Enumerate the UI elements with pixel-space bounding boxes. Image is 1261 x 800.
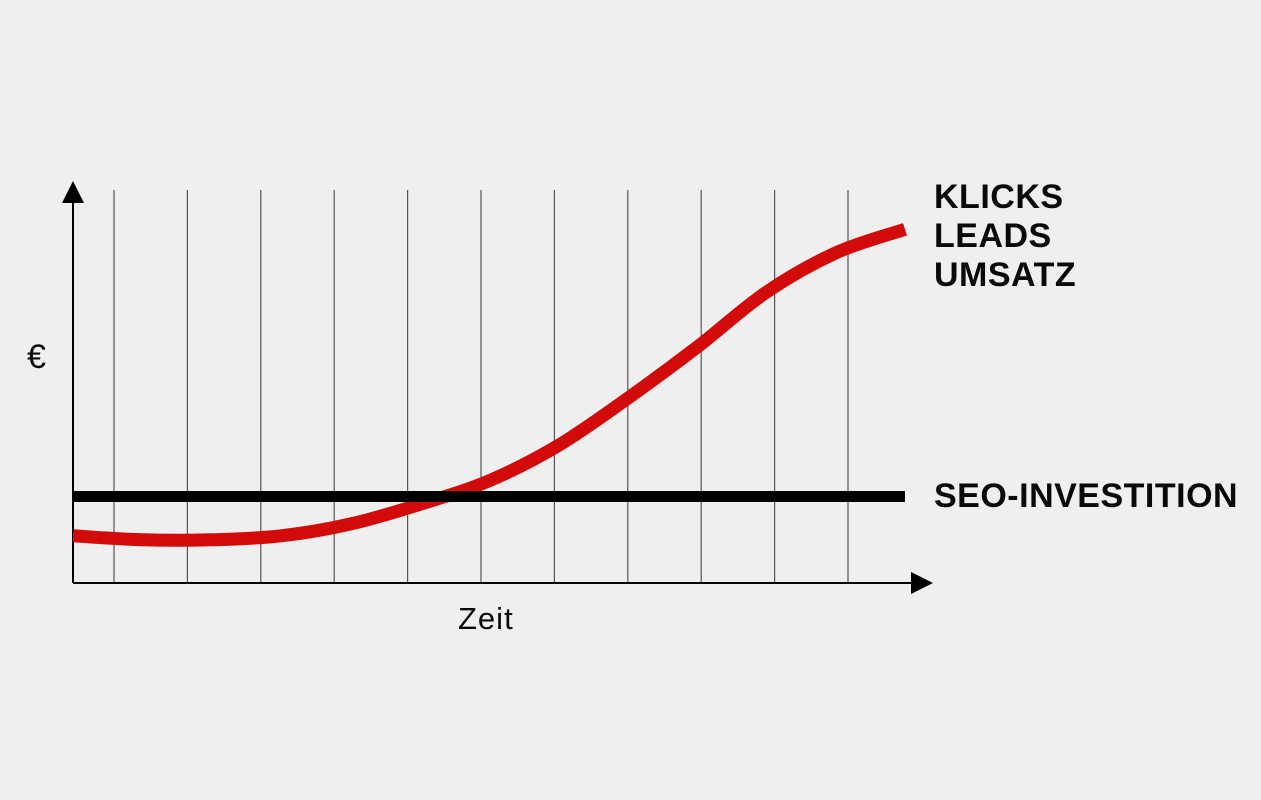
x-axis-label: Zeit — [458, 601, 514, 636]
investment-line-label: SEO-INVESTITION — [934, 477, 1239, 515]
gridlines — [113, 190, 849, 583]
y-axis-arrow-icon — [62, 181, 84, 203]
growth-curve-label: KLICKS LEADS UMSATZ — [934, 178, 1076, 295]
growth-curve-label-line3: UMSATZ — [934, 256, 1077, 294]
growth-curve-label-line1: KLICKS — [934, 178, 1064, 216]
y-axis-label: € — [27, 338, 46, 376]
growth-curve — [72, 223, 908, 547]
growth-curve-label-line2: LEADS — [934, 217, 1052, 255]
x-axis-arrow-icon — [911, 572, 933, 594]
axes — [62, 181, 933, 594]
